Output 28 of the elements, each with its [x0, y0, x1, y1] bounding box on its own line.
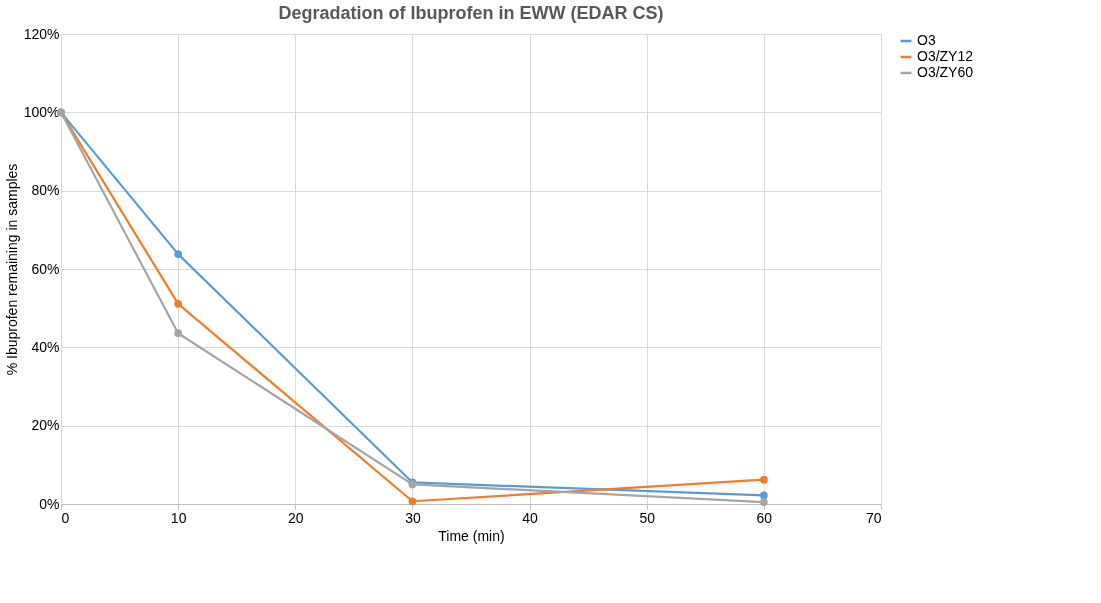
y-tick-label: 0%	[39, 495, 60, 512]
x-tick-label: 20	[288, 509, 304, 526]
point	[174, 250, 183, 258]
point	[174, 299, 183, 308]
x-tick-label: 60	[756, 509, 773, 526]
point	[408, 497, 417, 506]
point	[759, 491, 768, 500]
y-tick-label: 100%	[23, 103, 60, 120]
chart-title: Degradation of Ibuprofen in EWW (EDAR CS)	[278, 3, 664, 23]
point	[759, 475, 768, 484]
legend-label: O3/ZY60	[917, 64, 974, 80]
x-tick-label: 0	[61, 509, 70, 526]
point	[759, 498, 768, 506]
y-tick-label: 120%	[23, 25, 60, 42]
y-tick-label: 80%	[31, 182, 60, 199]
y-tick-label: 40%	[31, 338, 60, 355]
x-axis-title: Time (min)	[438, 527, 505, 544]
legend-label: O3/ZY12	[917, 48, 974, 64]
point	[174, 329, 183, 338]
y-axis-title: % Ibuprofen remaining in samples	[3, 163, 20, 376]
x-tick-label: 10	[170, 509, 187, 526]
x-tick-label: 30	[405, 509, 421, 526]
y-tick-label: 20%	[31, 417, 60, 434]
y-tick-label: 60%	[31, 260, 60, 277]
x-tick-label: 50	[639, 509, 656, 526]
legend-label: O3	[917, 32, 936, 48]
x-tick-label: 40	[522, 509, 539, 526]
x-tick-label: 70	[865, 509, 882, 526]
